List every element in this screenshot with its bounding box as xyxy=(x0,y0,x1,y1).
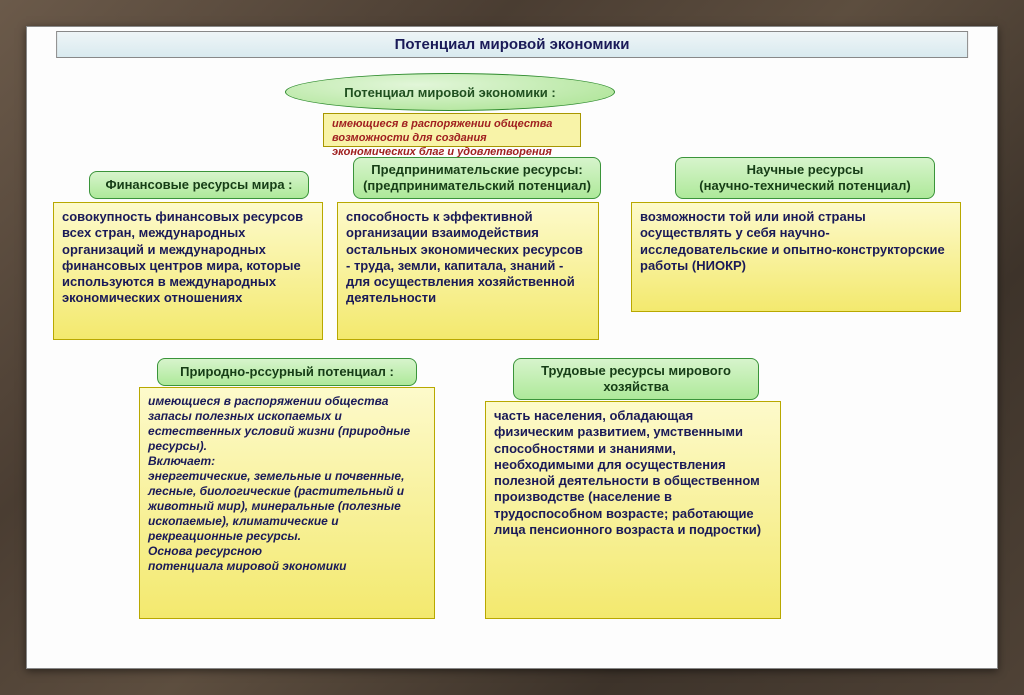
canvas: Потенциал мировой экономики Потенциал ми… xyxy=(26,26,998,669)
branch-body-lab: часть населения, обладающая физическим р… xyxy=(485,401,781,619)
root-node-oval: Потенциал мировой экономики : xyxy=(285,73,615,111)
page-title: Потенциал мировой экономики xyxy=(56,31,968,58)
branch-header-nat: Природно-рссурный потенциал : xyxy=(157,358,417,386)
branch-body-fin: совокупность финансовых ресурсов всех ст… xyxy=(53,202,323,340)
frame-background: Потенциал мировой экономики Потенциал ми… xyxy=(0,0,1024,695)
branch-header-fin: Финансовые ресурсы мира : xyxy=(89,171,309,199)
branch-header-entr: Предпринимательские ресурсы: (предприним… xyxy=(353,157,601,199)
branch-body-sci: возможности той или иной страны осуществ… xyxy=(631,202,961,312)
root-definition-box: имеющиеся в распоряжении общества возмож… xyxy=(323,113,581,147)
branch-body-entr: способность к эффективной организации вз… xyxy=(337,202,599,340)
branch-header-sci: Научные ресурсы(научно-технический потен… xyxy=(675,157,935,199)
branch-header-lab: Трудовые ресурсы мирового хозяйства xyxy=(513,358,759,400)
branch-body-nat: имеющиеся в распоряжении общества запасы… xyxy=(139,387,435,619)
